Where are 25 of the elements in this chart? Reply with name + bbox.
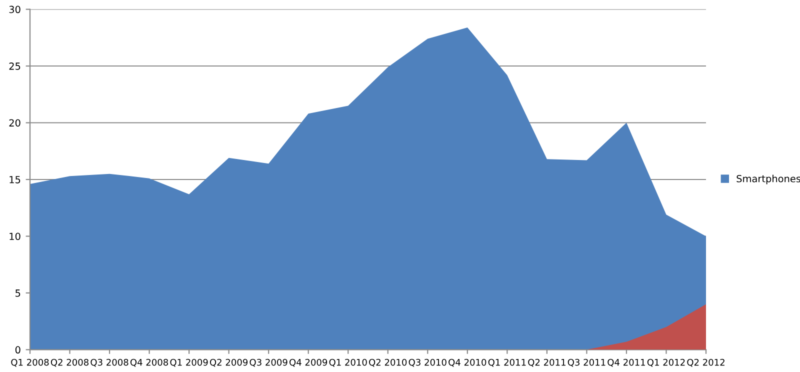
x-tick-label: Q1 2011 bbox=[488, 358, 526, 367]
x-tick-label: Q3 2008 bbox=[90, 358, 128, 367]
x-tick-label: Q4 2011 bbox=[608, 358, 645, 367]
y-tick-label: 0 bbox=[15, 346, 20, 354]
x-tick-label: Q3 2009 bbox=[250, 358, 288, 367]
x-tick-label: Q3 2011 bbox=[568, 358, 606, 367]
x-tick-label: Q4 2009 bbox=[290, 358, 328, 367]
y-tick-label: 20 bbox=[9, 119, 20, 127]
y-tick-label: 30 bbox=[9, 6, 20, 14]
x-tick-label: Q4 2010 bbox=[448, 358, 486, 367]
y-tick-label: 5 bbox=[16, 290, 20, 297]
x-tick-label: Q1 2010 bbox=[329, 358, 367, 367]
x-tick-label: Q2 2010 bbox=[369, 358, 407, 367]
y-tick-label: 15 bbox=[10, 176, 20, 184]
x-tick-label: Q1 2012 bbox=[647, 358, 685, 367]
x-tick-label: Q2 2011 bbox=[528, 358, 566, 367]
x-tick-label: Q2 2012 bbox=[687, 358, 724, 367]
x-tick-label: Q1 2009 bbox=[170, 358, 208, 367]
x-tick-label: Q4 2008 bbox=[130, 358, 168, 367]
x-tick-label: Q1 2008 bbox=[11, 358, 49, 367]
x-tick-label: Q2 2009 bbox=[210, 358, 248, 367]
x-tick-label: Q3 2010 bbox=[408, 358, 446, 367]
x-tick-label: Q2 2008 bbox=[50, 358, 88, 367]
y-tick-label: 10 bbox=[10, 232, 20, 240]
y-tick-label: 25 bbox=[9, 62, 20, 70]
